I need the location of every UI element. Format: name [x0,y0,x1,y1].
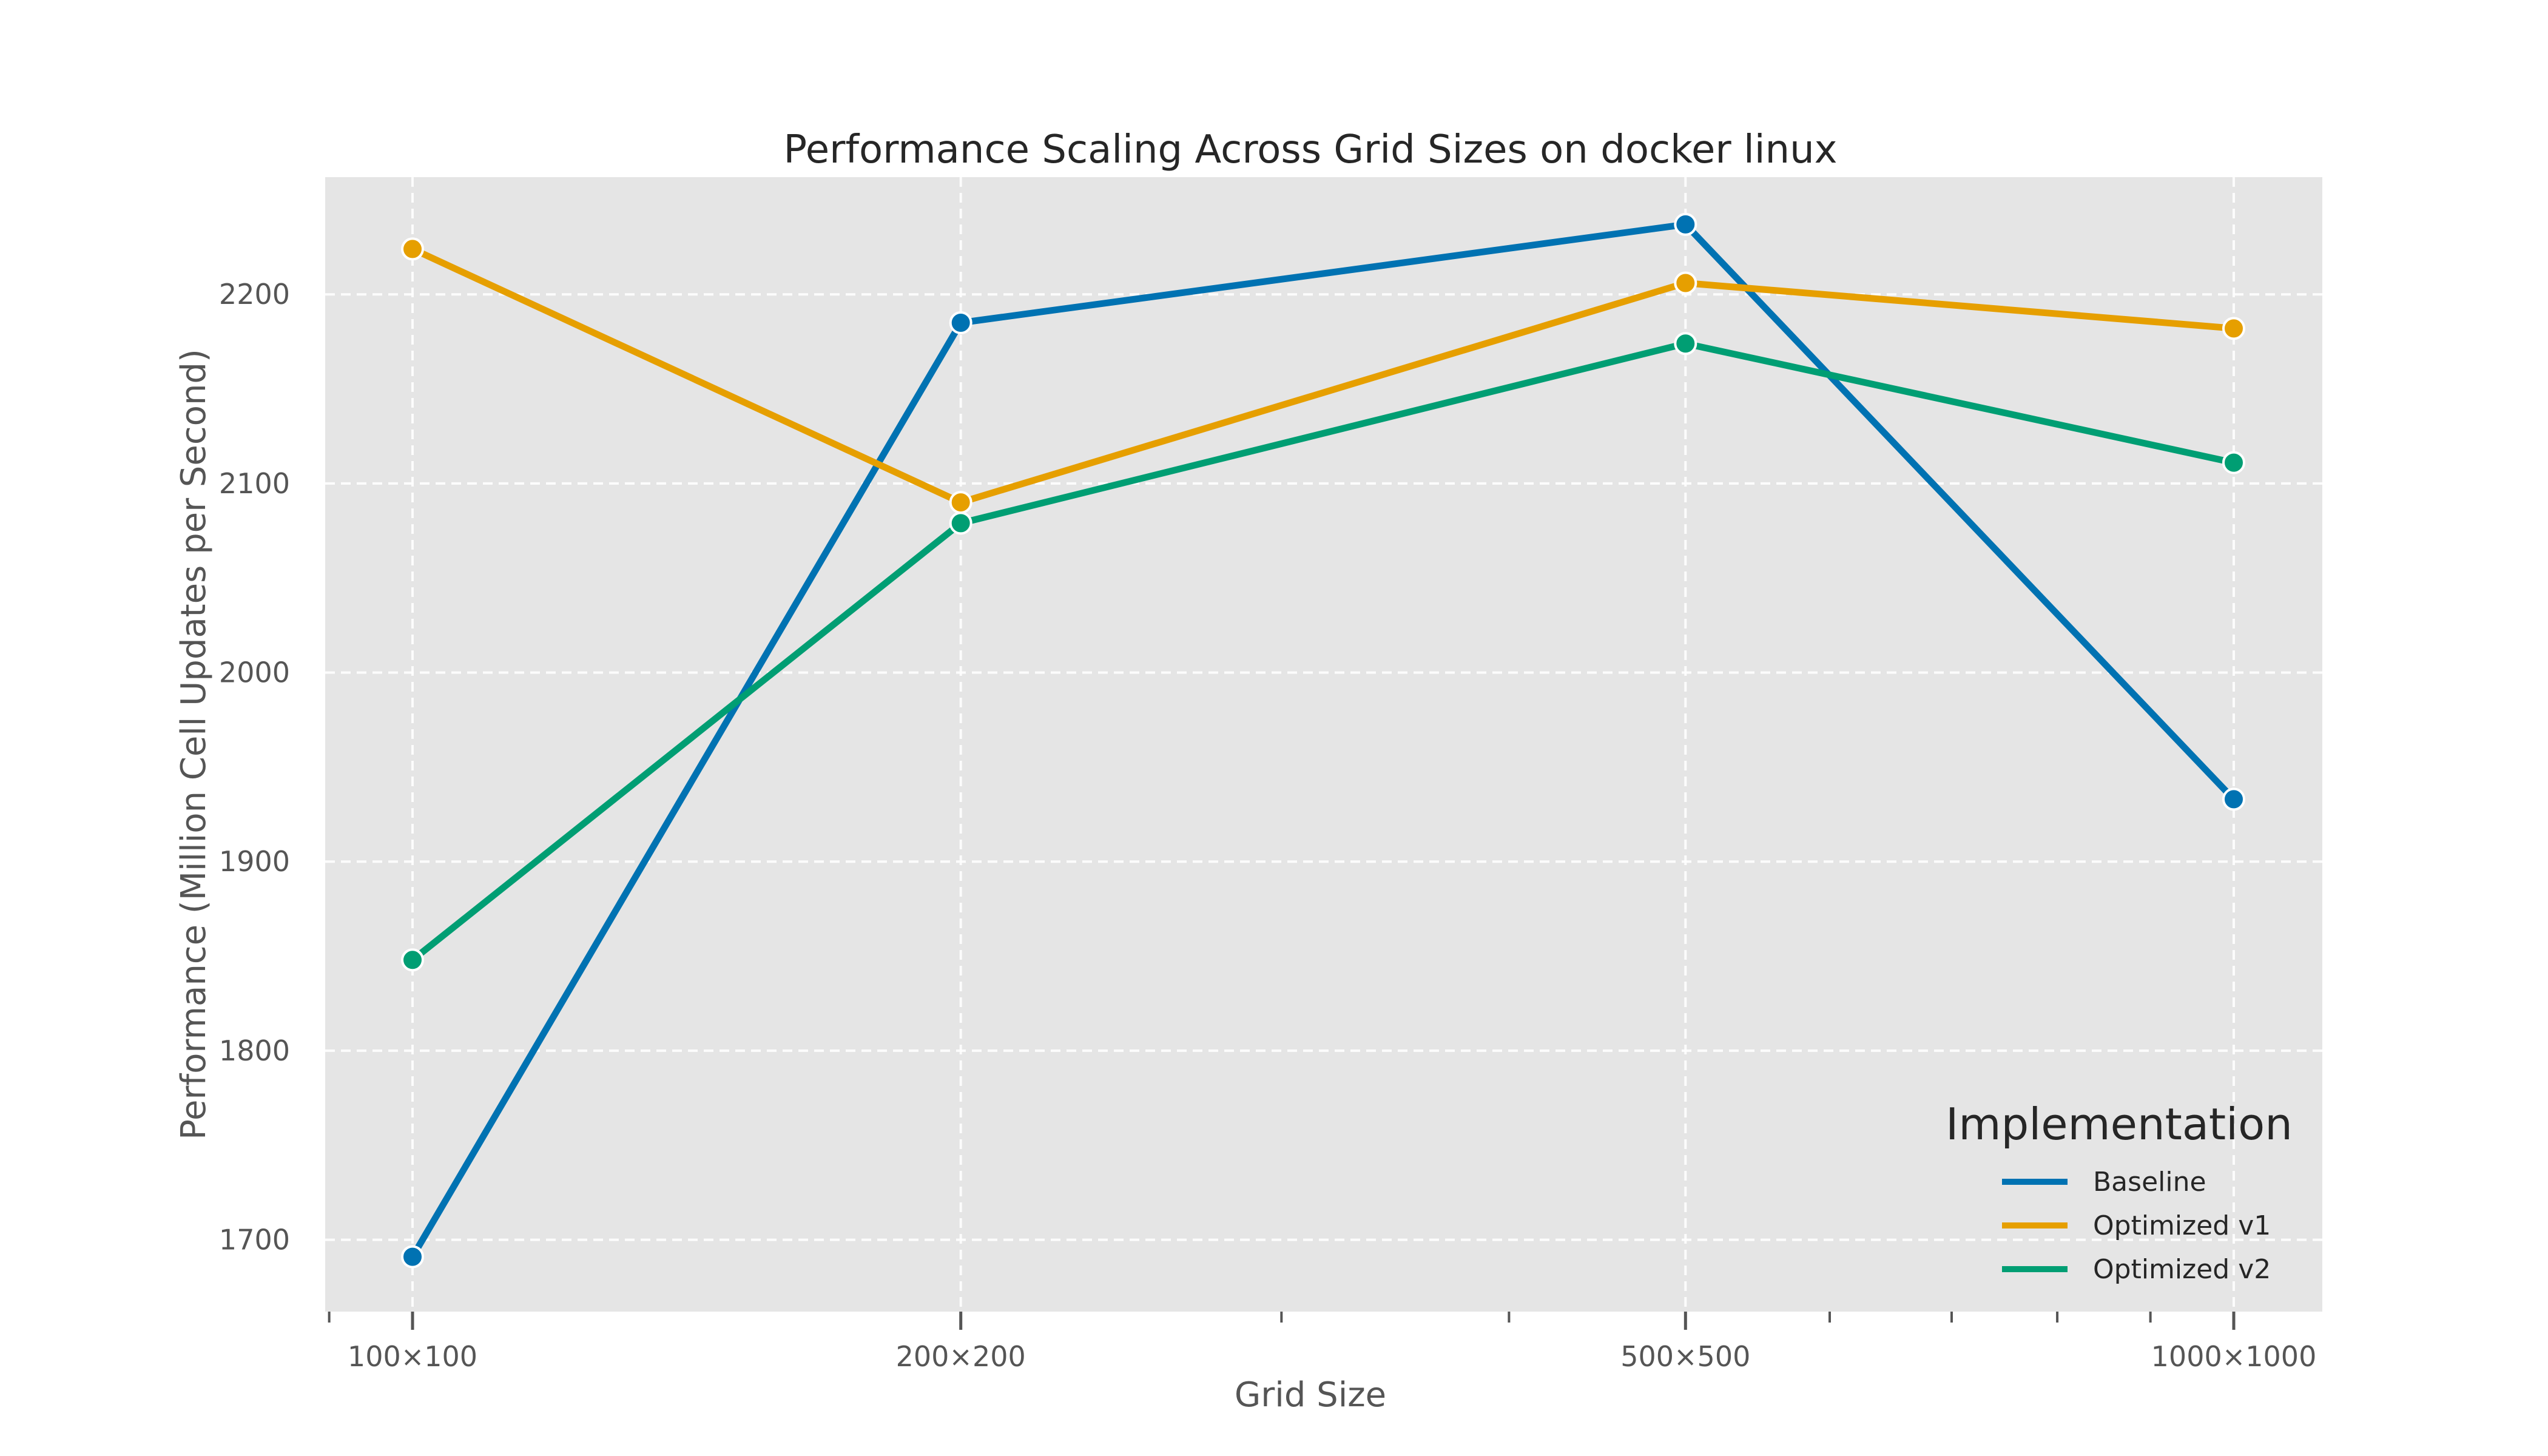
data-point-baseline [2222,787,2245,811]
series-line-optimized-v2 [409,340,2237,963]
legend: Implementation Baseline Optimized v1 Optim… [1946,1099,2293,1285]
legend-label-baseline: Baseline [2093,1167,2206,1198]
series-line-baseline [409,221,2237,1261]
series-line-optimized-v1 [409,245,2237,506]
y-tick-label: 2000 [219,656,290,689]
data-point-optimized-v2 [1674,332,1697,356]
y-tick-label: 1700 [219,1224,290,1256]
data-point-baseline [1674,212,1697,236]
grid-lines [325,177,2322,1312]
data-point-optimized-v1 [2222,317,2245,340]
data-point-optimized-v2 [2222,451,2245,474]
chart-title: Performance Scaling Across Grid Sizes on… [783,127,1837,172]
data-point-optimized-v1 [401,237,424,261]
x-tick-label: 500×500 [1620,1340,1750,1373]
plot-background [325,177,2322,1312]
x-tick-label: 1000×1000 [2151,1340,2317,1373]
legend-label-optimized-v1: Optimized v1 [2093,1210,2271,1241]
x-minor-ticks [328,1312,2152,1323]
axes: 1700 1800 1900 2000 2100 2200 100×100 200×200 50… [219,278,2316,1373]
x-axis-label: Grid Size [1235,1375,1386,1415]
y-tick-label: 2100 [219,467,290,500]
legend-label-optimized-v2: Optimized v2 [2093,1254,2271,1285]
data-point-optimized-v1 [1674,271,1697,295]
x-tick-label: 200×200 [896,1340,1026,1373]
data-point-optimized-v2 [401,948,424,972]
data-point-optimized-v2 [949,511,972,535]
legend-title: Implementation [1946,1099,2293,1150]
data-point-baseline [401,1245,424,1269]
y-axis-label: Performance (Million Cell Updates per Se… [174,349,214,1140]
x-tick-label: 100×100 [348,1340,477,1373]
y-tick-label: 2200 [219,278,290,311]
y-tick-label: 1900 [219,845,290,878]
data-point-optimized-v1 [949,491,972,514]
data-point-baseline [949,311,972,334]
y-tick-label: 1800 [219,1034,290,1067]
series-lines [401,212,2245,1269]
